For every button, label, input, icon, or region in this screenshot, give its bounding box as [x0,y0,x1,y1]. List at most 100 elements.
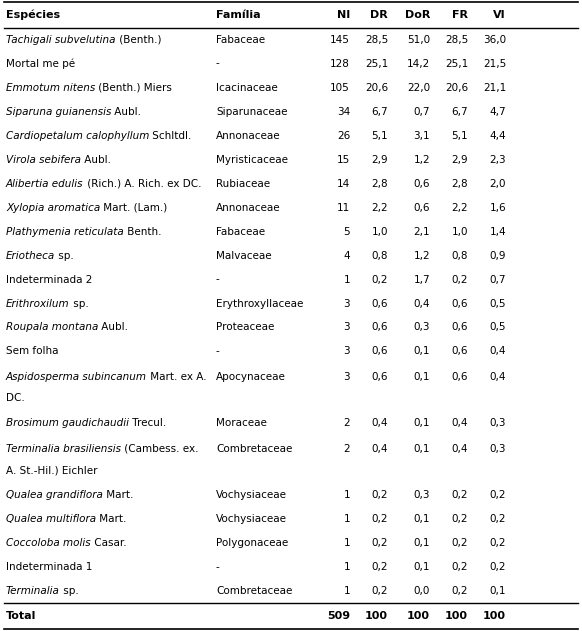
Text: -: - [216,346,220,357]
Text: 1,6: 1,6 [489,203,506,213]
Text: 14,2: 14,2 [407,59,430,69]
Text: 0,6: 0,6 [371,322,388,333]
Text: -: - [216,274,220,285]
Text: Rubiaceae: Rubiaceae [216,179,270,189]
Text: Aubl.: Aubl. [98,322,129,333]
Text: Virola sebifera: Virola sebifera [6,155,81,165]
Text: Mart.: Mart. [103,490,133,500]
Text: 1: 1 [343,586,350,596]
Text: Total: Total [6,611,36,622]
Text: 20,6: 20,6 [365,83,388,93]
Text: Mart. ex A.: Mart. ex A. [147,372,207,382]
Text: Roupala montana: Roupala montana [6,322,98,333]
Text: 0,4: 0,4 [489,372,506,382]
Text: 2,2: 2,2 [371,203,388,213]
Text: 0,2: 0,2 [452,562,468,572]
Text: 2,0: 2,0 [489,179,506,189]
Text: 28,5: 28,5 [365,35,388,45]
Text: Indeterminada 1: Indeterminada 1 [6,562,93,572]
Text: 1,0: 1,0 [452,227,468,237]
Text: 15: 15 [337,155,350,165]
Text: Siparuna guianensis: Siparuna guianensis [6,107,111,117]
Text: Sem folha: Sem folha [6,346,59,357]
Text: Qualea grandiflora: Qualea grandiflora [6,490,103,500]
Text: 0,2: 0,2 [489,538,506,548]
Text: 3: 3 [343,346,350,357]
Text: 0,1: 0,1 [413,562,430,572]
Text: 0,3: 0,3 [413,490,430,500]
Text: 0,1: 0,1 [413,346,430,357]
Text: Brosimum gaudichaudii: Brosimum gaudichaudii [6,418,129,428]
Text: Combretaceae: Combretaceae [216,586,292,596]
Text: 22,0: 22,0 [407,83,430,93]
Text: 2: 2 [343,418,350,428]
Text: 36,0: 36,0 [483,35,506,45]
Text: Alibertia edulis: Alibertia edulis [6,179,83,189]
Text: 100: 100 [483,611,506,622]
Text: 1,7: 1,7 [413,274,430,285]
Text: 145: 145 [330,35,350,45]
Text: Annonaceae: Annonaceae [216,203,281,213]
Text: Vochysiaceae: Vochysiaceae [216,490,287,500]
Text: 0,4: 0,4 [413,298,430,309]
Text: 2,3: 2,3 [489,155,506,165]
Text: 0,8: 0,8 [371,251,388,261]
Text: Erithroxilum: Erithroxilum [6,298,70,309]
Text: (Benth.): (Benth.) [115,35,161,45]
Text: Emmotum nitens: Emmotum nitens [6,83,95,93]
Text: 3,1: 3,1 [413,131,430,141]
Text: Fabaceae: Fabaceae [216,35,265,45]
Text: 0,1: 0,1 [413,538,430,548]
Text: 25,1: 25,1 [445,59,468,69]
Text: 0,3: 0,3 [413,322,430,333]
Text: 0,6: 0,6 [413,203,430,213]
Text: 25,1: 25,1 [365,59,388,69]
Text: 6,7: 6,7 [371,107,388,117]
Text: (Rich.) A. Rich. ex DC.: (Rich.) A. Rich. ex DC. [83,179,201,189]
Text: 5: 5 [343,227,350,237]
Text: 0,4: 0,4 [452,444,468,454]
Text: 0,8: 0,8 [452,251,468,261]
Text: Moraceae: Moraceae [216,418,267,428]
Text: 0,4: 0,4 [371,444,388,454]
Text: (Benth.) Miers: (Benth.) Miers [95,83,172,93]
Text: 5,1: 5,1 [371,131,388,141]
Text: Aubl.: Aubl. [81,155,111,165]
Text: Myristicaceae: Myristicaceae [216,155,288,165]
Text: 0,2: 0,2 [452,538,468,548]
Text: Mortal me pé: Mortal me pé [6,58,75,69]
Text: 0,2: 0,2 [371,490,388,500]
Text: 26: 26 [337,131,350,141]
Text: 0,6: 0,6 [371,372,388,382]
Text: 0,6: 0,6 [452,322,468,333]
Text: 0,3: 0,3 [489,418,506,428]
Text: FR: FR [452,9,468,20]
Text: 0,2: 0,2 [452,586,468,596]
Text: -: - [216,59,220,69]
Text: 1: 1 [343,538,350,548]
Text: Benth.: Benth. [124,227,161,237]
Text: 4,7: 4,7 [489,107,506,117]
Text: Polygonaceae: Polygonaceae [216,538,288,548]
Text: DoR: DoR [404,9,430,20]
Text: 128: 128 [330,59,350,69]
Text: 509: 509 [327,611,350,622]
Text: 0,2: 0,2 [452,514,468,524]
Text: 0,2: 0,2 [489,514,506,524]
Text: 2,2: 2,2 [452,203,468,213]
Text: 1: 1 [343,514,350,524]
Text: 0,1: 0,1 [413,372,430,382]
Text: 0,2: 0,2 [371,538,388,548]
Text: 0,4: 0,4 [452,418,468,428]
Text: 1,2: 1,2 [413,155,430,165]
Text: 0,0: 0,0 [414,586,430,596]
Text: Plathymenia reticulata: Plathymenia reticulata [6,227,124,237]
Text: Eriotheca: Eriotheca [6,251,55,261]
Text: VI: VI [494,9,506,20]
Text: Casar.: Casar. [91,538,126,548]
Text: Siparunaceae: Siparunaceae [216,107,288,117]
Text: 34: 34 [337,107,350,117]
Text: 0,1: 0,1 [413,444,430,454]
Text: 2,8: 2,8 [452,179,468,189]
Text: 1,4: 1,4 [489,227,506,237]
